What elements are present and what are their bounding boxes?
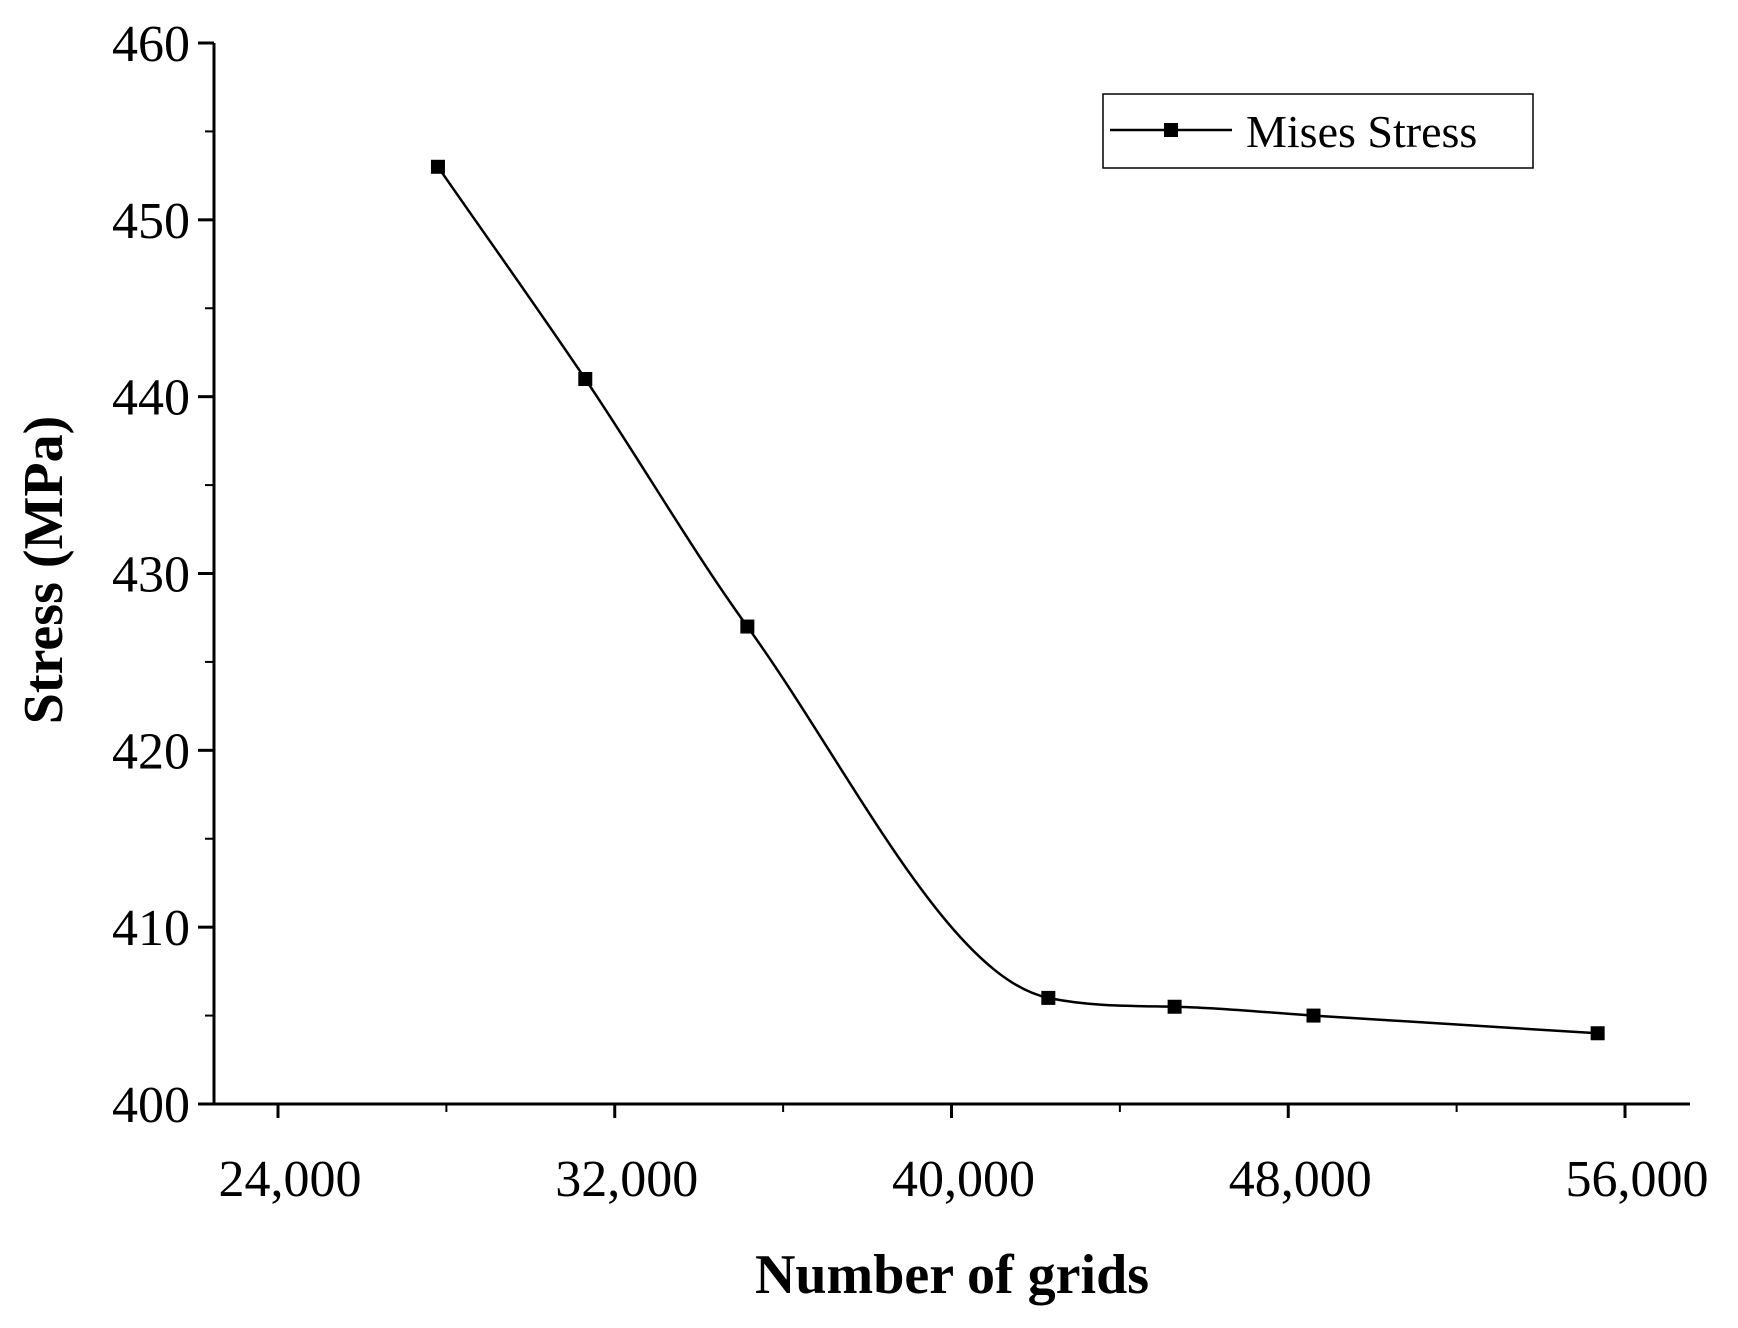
data-point <box>1167 999 1182 1014</box>
x-tick-label: 48,000 <box>1229 1151 1372 1208</box>
x-ticks: 24,000 32,000 40,000 48,000 56,000 <box>219 1104 1709 1208</box>
x-axis-title: Number of grids <box>755 1244 1149 1306</box>
data-point <box>578 371 593 386</box>
y-tick-label: 410 <box>112 900 190 957</box>
y-ticks: 400 410 420 430 440 450 460 <box>112 16 214 1134</box>
y-tick-label: 460 <box>112 16 190 73</box>
legend: Mises Stress <box>1102 93 1534 169</box>
data-point <box>1590 1026 1605 1041</box>
y-tick-label: 440 <box>112 370 190 427</box>
series-layer <box>430 159 1605 1041</box>
data-point <box>740 619 755 634</box>
x-tick-label: 56,000 <box>1566 1151 1709 1208</box>
axes <box>200 43 1690 1106</box>
x-tick-label: 40,000 <box>892 1151 1035 1208</box>
data-point <box>430 159 445 174</box>
y-tick-label: 420 <box>112 723 190 780</box>
series-line <box>436 166 1598 1035</box>
y-tick-label: 430 <box>112 547 190 604</box>
data-point <box>1041 990 1056 1005</box>
legend-label: Mises Stress <box>1246 106 1477 157</box>
y-axis-title: Stress (MPa) <box>13 416 75 724</box>
y-tick-label: 450 <box>112 193 190 250</box>
legend-marker <box>1164 123 1178 137</box>
x-tick-label: 24,000 <box>219 1151 362 1208</box>
data-point <box>1306 1008 1321 1023</box>
y-tick-label: 400 <box>112 1077 190 1134</box>
x-tick-label: 32,000 <box>555 1151 698 1208</box>
